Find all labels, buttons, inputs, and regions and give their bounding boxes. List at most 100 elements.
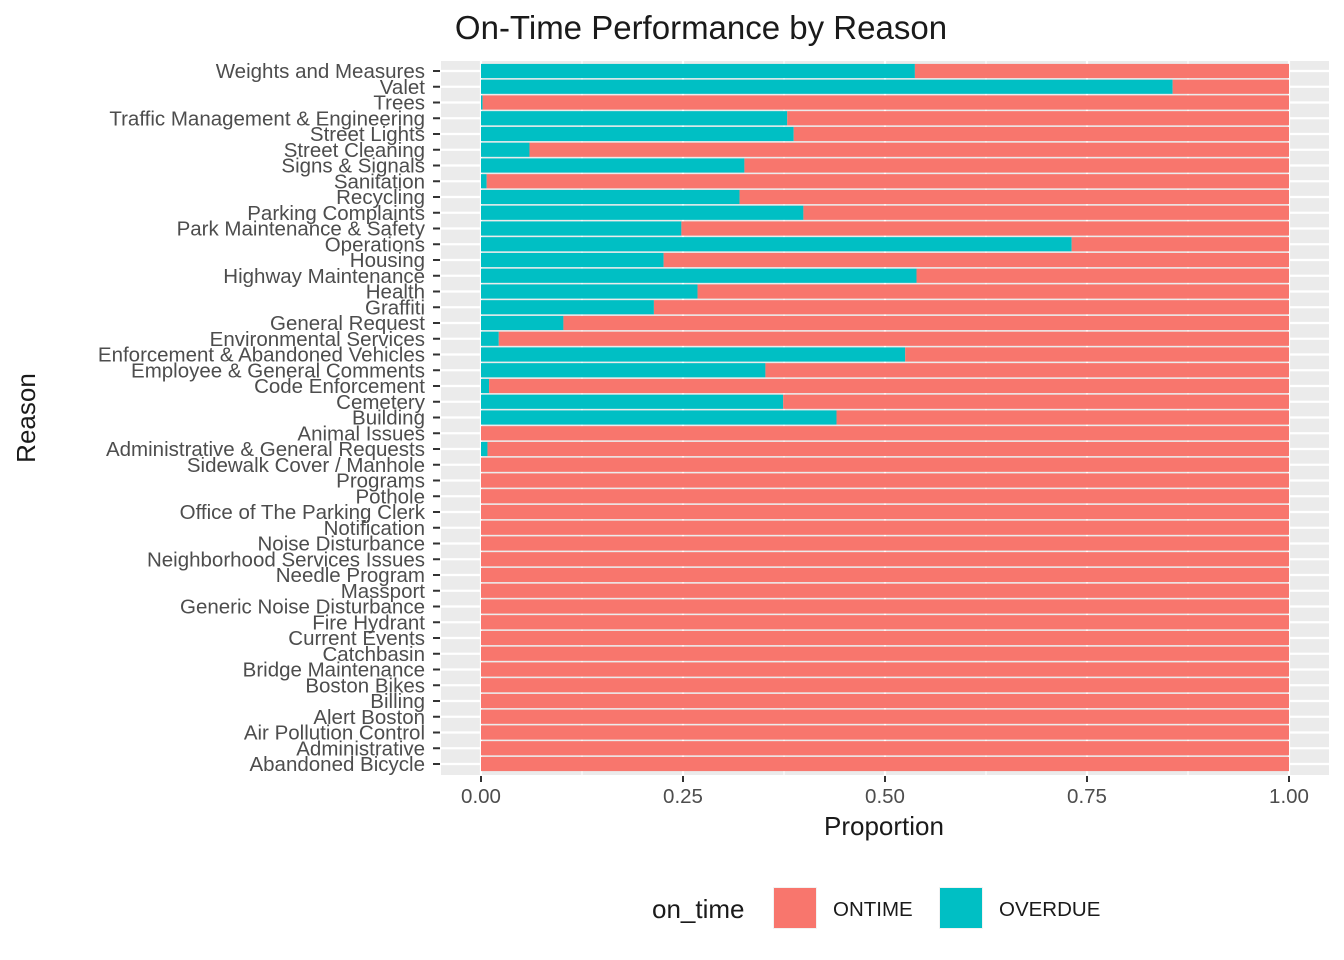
bar-overdue-10 — [481, 221, 682, 236]
legend-swatch-ontime — [774, 888, 816, 928]
bar-ontime-27 — [481, 489, 1289, 504]
y-tick-label: Trees — [373, 92, 425, 115]
bar-ontime-12 — [663, 252, 1289, 268]
bar-ontime-26 — [481, 473, 1289, 488]
bar-ontime-3 — [787, 111, 1289, 126]
bar-overdue-21 — [481, 394, 784, 409]
bar-ontime-33 — [481, 583, 1289, 598]
y-tick-label: Environmental Services — [210, 328, 425, 351]
y-tick-label: Administrative — [296, 737, 425, 760]
y-tick-label: Current Events — [288, 627, 425, 650]
y-tick-label: Administrative & General Requests — [106, 438, 425, 461]
bar-overdue-11 — [481, 237, 1072, 252]
bar-ontime-36 — [481, 630, 1289, 646]
y-tick-label: Housing — [350, 249, 425, 272]
bar-overdue-8 — [481, 189, 740, 205]
bar-ontime-5 — [529, 142, 1289, 157]
y-tick-label: Fire Hydrant — [312, 611, 425, 634]
bar-ontime-40 — [481, 693, 1289, 709]
y-tick-label: Health — [366, 281, 425, 304]
y-tick-label: Highway Maintenance — [223, 265, 425, 288]
bar-overdue-18 — [481, 347, 906, 362]
y-tick-label: Programs — [336, 470, 425, 493]
bar-ontime-8 — [739, 189, 1289, 205]
bar-ontime-43 — [481, 741, 1289, 756]
y-tick-label: Neighborhood Services Issues — [147, 548, 425, 571]
y-tick-label: Catchbasin — [322, 643, 425, 666]
bar-ontime-22 — [836, 410, 1289, 425]
bar-overdue-20 — [481, 378, 490, 394]
y-tick-label: General Request — [270, 312, 425, 335]
y-tick-label: Code Enforcement — [254, 375, 425, 398]
y-tick-label: Cemetery — [336, 391, 426, 414]
x-tick-label: 0.25 — [663, 785, 703, 808]
bar-ontime-30 — [481, 536, 1289, 551]
bar-overdue-22 — [481, 410, 837, 425]
bar-ontime-19 — [765, 363, 1289, 378]
y-tick-label: Valet — [380, 76, 426, 99]
bar-overdue-17 — [481, 331, 499, 346]
y-tick-label: Graffiti — [365, 296, 425, 319]
bar-overdue-9 — [481, 205, 804, 220]
y-tick-label: Weights and Measures — [216, 60, 425, 83]
bar-ontime-24 — [487, 441, 1289, 457]
y-tick-label: Needle Program — [276, 564, 425, 587]
bar-ontime-38 — [481, 662, 1289, 677]
y-tick-label: Signs & Signals — [281, 155, 425, 178]
y-tick-label: Traffic Management & Engineering — [109, 107, 425, 130]
y-tick-label: Recycling — [336, 186, 425, 209]
bar-overdue-15 — [481, 300, 654, 315]
x-axis: 0.00 0.25 0.50 0.75 1.00 — [461, 776, 1309, 808]
y-tick-label: Billing — [370, 690, 425, 713]
legend-item-overdue: OVERDUE — [939, 887, 1100, 929]
y-tick-label: Animal Issues — [297, 422, 425, 445]
bar-ontime-6 — [744, 158, 1289, 173]
bar-ontime-25 — [481, 457, 1289, 472]
y-tick-label: Noise Disturbance — [258, 533, 426, 556]
y-tick-label: Park Maintenance & Safety — [177, 218, 426, 241]
bar-ontime-23 — [481, 426, 1289, 441]
bar-overdue-19 — [481, 363, 766, 378]
y-tick-label: Massport — [341, 580, 426, 603]
y-tick-label: Pothole — [355, 485, 425, 508]
bar-overdue-12 — [481, 252, 664, 268]
bar-ontime-1 — [1172, 79, 1289, 94]
bar-ontime-29 — [481, 520, 1289, 535]
legend-title: on_time — [652, 894, 745, 924]
bar-ontime-4 — [793, 126, 1289, 142]
bar-ontime-16 — [563, 315, 1289, 331]
bar-ontime-7 — [486, 174, 1289, 189]
bar-ontime-37 — [481, 646, 1289, 661]
y-tick-label: Air Pollution Control — [244, 722, 425, 745]
bar-overdue-7 — [481, 174, 487, 189]
bar-ontime-32 — [481, 567, 1289, 583]
bar-overdue-4 — [481, 126, 794, 142]
y-tick-label: Parking Complaints — [247, 202, 425, 225]
bar-overdue-1 — [481, 79, 1173, 94]
bar-ontime-13 — [916, 268, 1289, 283]
legend-item-ontime: ONTIME — [773, 887, 913, 929]
bar-overdue-0 — [481, 63, 915, 79]
y-tick-label: Employee & General Comments — [131, 359, 425, 382]
y-tick-label: Operations — [325, 233, 425, 256]
bar-ontime-31 — [481, 552, 1289, 567]
bar-ontime-17 — [498, 331, 1289, 346]
bar-ontime-42 — [481, 725, 1289, 740]
bar-overdue-6 — [481, 158, 745, 173]
x-tick-label: 1.00 — [1269, 785, 1309, 808]
y-tick-label: Enforcement & Abandoned Vehicles — [98, 344, 425, 367]
x-tick-label: 0.50 — [865, 785, 905, 808]
y-tick-label: Bridge Maintenance — [243, 659, 425, 682]
bar-ontime-35 — [481, 615, 1289, 630]
y-tick-label: Sidewalk Cover / Manhole — [187, 454, 425, 477]
bars — [481, 63, 1290, 772]
bar-ontime-2 — [482, 95, 1290, 110]
y-tick-label: Boston Bikes — [305, 674, 425, 697]
y-tick-label: Office of The Parking Clerk — [180, 501, 426, 524]
bar-overdue-14 — [481, 284, 698, 299]
bar-ontime-0 — [914, 63, 1289, 79]
legend-label-overdue: OVERDUE — [999, 898, 1100, 921]
y-tick-label: Alert Boston — [313, 706, 425, 729]
y-tick-label: Generic Noise Disturbance — [180, 596, 425, 619]
